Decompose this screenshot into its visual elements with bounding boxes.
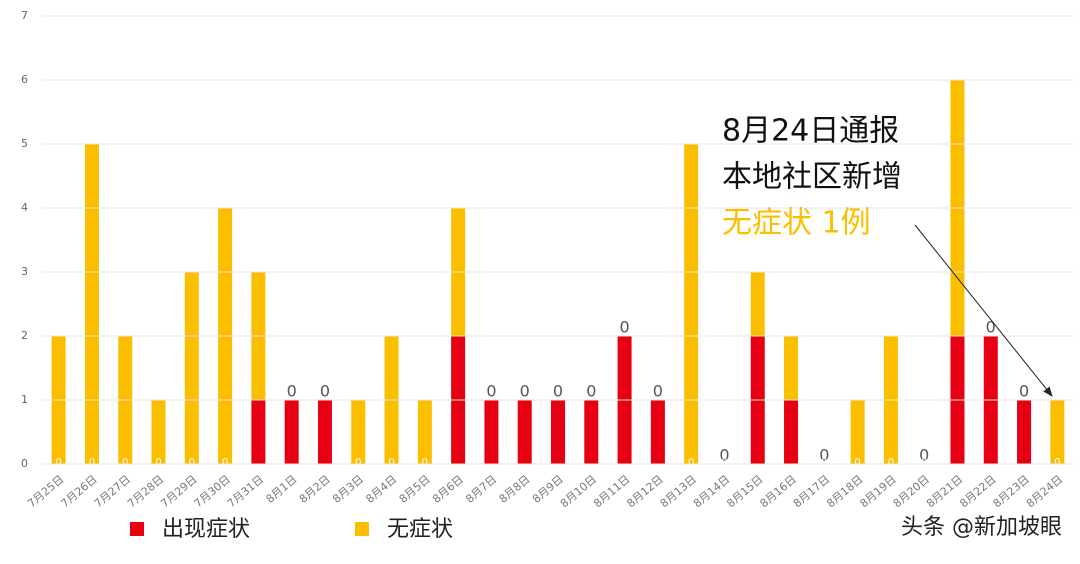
x-tick-label: 8月2日: [297, 473, 333, 506]
data-label: 0: [55, 457, 61, 468]
bar-segment: [284, 400, 299, 464]
x-tick-label: 8月8日: [497, 473, 533, 506]
bar-segment: [684, 144, 699, 464]
bar-segment: [584, 400, 599, 464]
bar-segment: [151, 400, 166, 464]
legend-label: 出现症状: [162, 517, 250, 542]
x-tick-label: 8月21日: [924, 473, 965, 511]
x-tick-label: 7月30日: [192, 473, 233, 511]
bar-segment: [784, 400, 799, 464]
data-label: 0: [1054, 457, 1060, 468]
data-label: 0: [553, 382, 563, 401]
data-label: 0: [888, 457, 894, 468]
footer: 头条 @新加坡眼: [901, 515, 1062, 540]
bar-segment: [850, 400, 865, 464]
arrow: [914, 224, 1053, 397]
bar-segment: [317, 400, 332, 464]
data-label: 0: [721, 457, 727, 468]
bar-segment: [650, 400, 665, 464]
x-tick-label: 8月14日: [691, 473, 732, 511]
x-tick-label: 7月29日: [158, 473, 199, 511]
x-tick-label: 7月26日: [58, 473, 99, 511]
data-label: 0: [921, 457, 927, 468]
y-tick-label: 0: [21, 457, 28, 470]
data-label: 0: [222, 457, 228, 468]
x-tick-label: 8月24日: [1024, 473, 1065, 511]
bar-segment: [251, 400, 266, 464]
data-label: 0: [320, 382, 330, 401]
y-tick-label: 2: [21, 329, 28, 342]
data-label: 0: [821, 457, 827, 468]
x-tick-label: 8月6日: [430, 473, 466, 506]
x-tick-label: 7月31日: [225, 473, 266, 511]
data-label: 0: [520, 382, 530, 401]
data-label: 0: [854, 457, 860, 468]
data-label: 0: [719, 446, 729, 465]
bar-segment: [517, 400, 532, 464]
data-label: 0: [919, 446, 929, 465]
x-tick-label: 8月4日: [363, 473, 399, 506]
x-tick-label: 8月15日: [724, 473, 765, 511]
legend-swatch: [130, 522, 144, 536]
x-tick-label: 8月10日: [558, 473, 599, 511]
data-label: 0: [189, 457, 195, 468]
data-label: 0: [619, 318, 629, 337]
data-label: 0: [819, 446, 829, 465]
x-tick-label: 8月22日: [957, 473, 998, 511]
data-label: 0: [986, 318, 996, 337]
bar-segment: [351, 400, 366, 464]
x-tick-label: 8月23日: [991, 473, 1032, 511]
x-tick-label: 8月5日: [397, 473, 433, 506]
bar-segment: [484, 400, 499, 464]
x-tick-label: 8月20日: [891, 473, 932, 511]
x-tick-label: 8月3日: [330, 473, 366, 506]
annotation: 8月24日通报: [722, 114, 899, 149]
y-tick-label: 1: [21, 393, 28, 406]
data-label: 0: [486, 382, 496, 401]
data-label: 0: [287, 382, 297, 401]
x-tick-label: 7月28日: [125, 473, 166, 511]
data-label: 0: [653, 382, 663, 401]
data-label: 0: [155, 457, 161, 468]
data-label: 0: [122, 457, 128, 468]
bar-segment: [1050, 400, 1065, 464]
data-label: 0: [422, 457, 428, 468]
data-label: 0: [355, 457, 361, 468]
annotation: 本地社区新增: [722, 160, 902, 195]
x-tick-label: 7月27日: [92, 473, 133, 511]
y-tick-label: 5: [21, 137, 28, 150]
y-tick-label: 7: [21, 9, 28, 22]
x-tick-label: 8月16日: [758, 473, 799, 511]
x-tick-label: 7月25日: [25, 473, 66, 511]
legend-swatch: [355, 522, 369, 536]
bar-segment: [184, 272, 199, 464]
x-tick-label: 8月18日: [824, 473, 865, 511]
x-tick-label: 8月17日: [791, 473, 832, 511]
bar-segment: [1017, 400, 1032, 464]
annotation: 无症状 1例: [722, 206, 871, 241]
data-label: 0: [1019, 382, 1029, 401]
x-tick-label: 8月7日: [463, 473, 499, 506]
bar-segment: [84, 144, 99, 464]
y-tick-label: 3: [21, 265, 28, 278]
bar-segment: [417, 400, 432, 464]
x-tick-label: 8月1日: [264, 473, 300, 506]
legend-label: 无症状: [387, 517, 453, 542]
data-label: 0: [688, 457, 694, 468]
bar-segment: [750, 272, 765, 336]
data-label: 0: [89, 457, 95, 468]
bar-segment: [551, 400, 565, 464]
y-tick-label: 6: [21, 73, 28, 86]
data-label: 0: [586, 382, 596, 401]
x-tick-label: 8月13日: [658, 473, 699, 511]
bar-segment: [784, 336, 799, 400]
x-tick-label: 8月19日: [857, 473, 898, 511]
x-tick-label: 8月12日: [624, 473, 665, 511]
data-label: 0: [388, 457, 394, 468]
y-tick-label: 4: [21, 201, 28, 214]
x-tick-label: 8月11日: [591, 473, 632, 511]
